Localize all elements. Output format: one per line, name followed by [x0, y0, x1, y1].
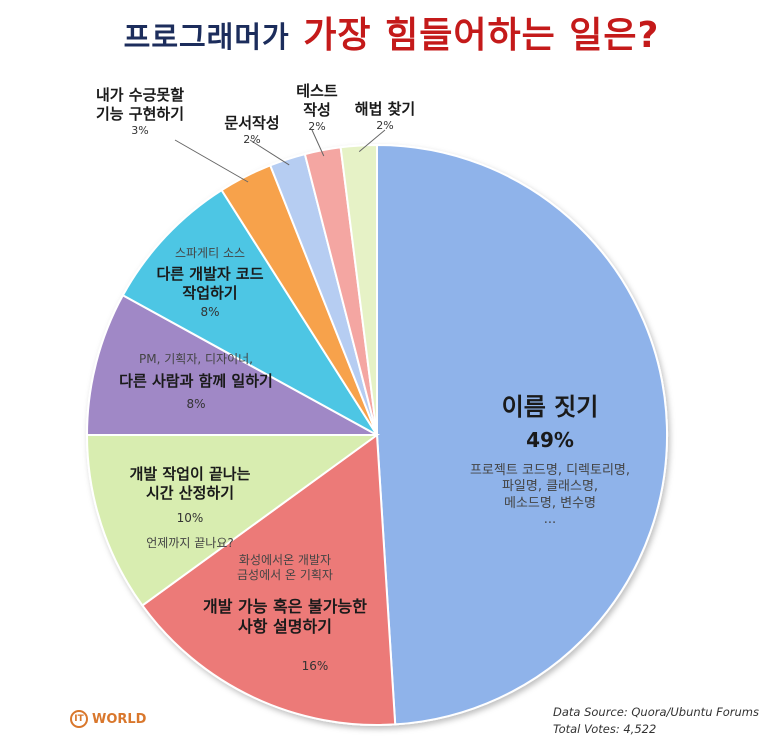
- label-disagree: 내가 수긍못할 기능 구현하기 3%: [60, 86, 220, 137]
- label-explain-title: 개발 가능 혹은 불가능한 사항 설명하기: [203, 597, 367, 636]
- label-other-code-title: 다른 개발자 코드 작업하기: [156, 265, 264, 302]
- label-teamwork-note: PM, 기획자, 디자이너,: [139, 352, 253, 366]
- label-test-title: 테스트 작성: [296, 82, 338, 119]
- logo-ring: IT: [70, 710, 88, 728]
- label-test: 테스트 작성 2%: [282, 82, 352, 133]
- pie-slice-estimate: [85, 434, 381, 607]
- label-naming-pct: 49%: [526, 428, 574, 452]
- pie-slice-teamwork: [85, 293, 378, 436]
- label-explain-pct: 16%: [301, 659, 329, 673]
- label-solution-pct: 2%: [376, 118, 394, 132]
- leader-line-docs: [249, 139, 290, 166]
- pie-slice-solution: [339, 143, 378, 436]
- leader-line-test: [311, 129, 325, 157]
- label-other-code-pct: 8%: [200, 304, 220, 319]
- pie-slice-naming: [376, 143, 669, 726]
- label-solution-title: 해법 찾기: [354, 100, 416, 118]
- label-docs-title: 문서작성: [224, 114, 280, 132]
- label-disagree-title: 내가 수긍못할 기능 구현하기: [95, 86, 185, 123]
- label-explain-note: 화성에서온 개발자 금성에서 온 기획자: [237, 553, 333, 582]
- itworld-logo: IT WORLD: [70, 710, 146, 728]
- logo-text: WORLD: [92, 711, 147, 727]
- chart-title: 프로그래머가 가장 힘들어하는 일은?: [0, 6, 783, 58]
- label-estimate-note: 언제까지 끝나요?: [146, 535, 234, 550]
- label-other-code-note: 스파게티 소스: [174, 246, 246, 260]
- pie-slice-explain: [140, 433, 397, 726]
- label-solution: 해법 찾기 2%: [345, 100, 425, 133]
- title-part2: 가장 힘들어하는 일은?: [303, 15, 660, 56]
- label-naming-title: 이름 짓기: [501, 393, 599, 421]
- label-teamwork: PM, 기획자, 디자이너, 다른 사람과 함께 일하기 8%: [96, 352, 296, 412]
- label-estimate-pct: 10%: [176, 510, 204, 525]
- title-part1: 프로그래머가: [123, 20, 290, 54]
- label-estimate-title: 개발 작업이 끝나는 시간 산정하기: [129, 465, 251, 502]
- label-naming-note: 프로젝트 코드명, 디렉토리명, 파일명, 클래스명, 메소드명, 변수명 ..…: [469, 463, 631, 527]
- leader-line-solution: [358, 129, 386, 152]
- label-test-pct: 2%: [308, 119, 326, 133]
- leader-line-disagree: [174, 139, 249, 183]
- data-source: Data Source: Quora/Ubuntu Forums Total V…: [553, 704, 759, 739]
- pie-slice-other-code: [121, 188, 378, 436]
- label-disagree-pct: 3%: [131, 123, 149, 137]
- total-votes-line: Total Votes: 4,522: [552, 722, 657, 737]
- label-teamwork-pct: 8%: [186, 396, 206, 411]
- label-other-code: 스파게티 소스 다른 개발자 코드 작업하기 8%: [140, 246, 280, 320]
- label-explain: 화성에서온 개발자 금성에서 온 기획자 개발 가능 혹은 불가능한 사항 설명…: [175, 553, 395, 674]
- label-estimate: 개발 작업이 끝나는 시간 산정하기 10% 언제까지 끝나요?: [90, 465, 290, 551]
- label-teamwork-title: 다른 사람과 함께 일하기: [119, 372, 273, 390]
- label-docs-pct: 2%: [243, 132, 261, 146]
- data-source-line: Data Source: Quora/Ubuntu Forums: [552, 705, 759, 719]
- label-naming: 이름 짓기 49% 프로젝트 코드명, 디렉토리명, 파일명, 클래스명, 메소…: [420, 392, 680, 528]
- label-docs: 문서작성 2%: [212, 114, 292, 147]
